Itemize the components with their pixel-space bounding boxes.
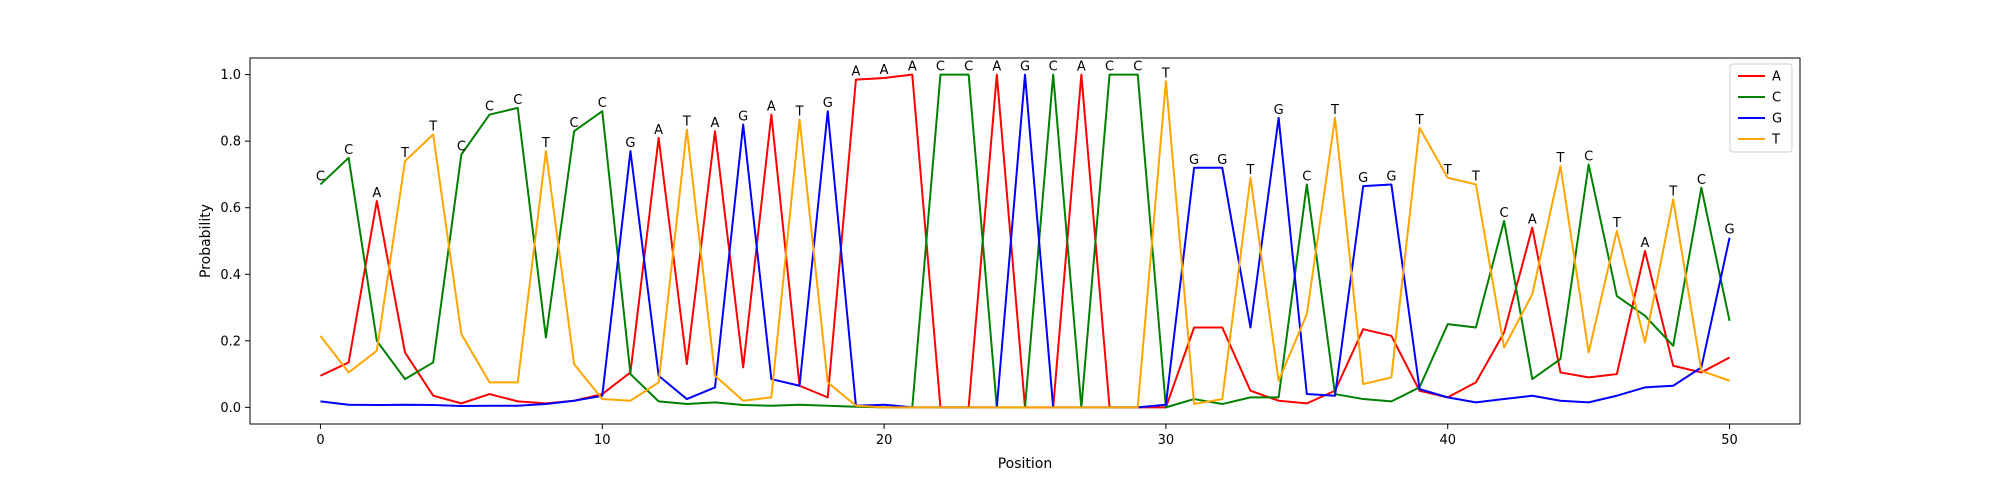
annotation-layer: C C A T T C C C T C C G A T A G A T G A A A C C A G C A C C T G G T G C T G G T… [316, 60, 1735, 251]
base-label: C [485, 100, 494, 115]
base-label: A [1641, 236, 1650, 251]
series-line-G [320, 73, 1731, 409]
base-label: C [1302, 169, 1311, 184]
base-label: G [625, 136, 635, 151]
base-label: G [823, 96, 833, 111]
base-label: A [711, 116, 720, 131]
base-label: G [1020, 60, 1030, 75]
base-label: C [513, 93, 522, 108]
legend-box [1729, 63, 1793, 153]
legend-label-T: T [1771, 133, 1780, 148]
base-label: T [541, 136, 550, 151]
series-line-T [319, 80, 1730, 409]
base-label: G [1725, 223, 1735, 238]
base-label: T [1161, 66, 1170, 81]
plot-background [250, 58, 1800, 424]
base-label: A [767, 100, 776, 115]
base-label: T [1555, 151, 1564, 166]
base-label: A [992, 60, 1001, 75]
base-label: A [654, 123, 663, 138]
base-label: G [738, 110, 748, 125]
base-label: C [964, 60, 973, 75]
legend-label-G: G [1772, 112, 1782, 127]
base-label: T [1245, 163, 1254, 178]
base-label: T [1668, 184, 1677, 199]
x-axis-label: Position [998, 456, 1053, 472]
base-label: A [880, 63, 889, 78]
base-label: G [1358, 171, 1368, 186]
base-label: C [598, 96, 607, 111]
base-label: C [1105, 60, 1114, 75]
y-axis-ticks: 0.0 0.2 0.4 0.6 0.8 1.0 [220, 68, 250, 416]
series-layer [319, 73, 1731, 409]
y-axis-label: Probability [198, 204, 214, 278]
base-label: C [1500, 206, 1509, 221]
base-label: G [1386, 169, 1396, 184]
base-label: C [1133, 60, 1142, 75]
base-label: C [344, 143, 353, 158]
base-label: T [1612, 216, 1621, 231]
y-tick-label: 0.4 [220, 268, 241, 283]
base-label: C [936, 60, 945, 75]
y-tick-label: 0.2 [220, 334, 241, 349]
base-label: G [1189, 153, 1199, 168]
base-label: T [1443, 163, 1452, 178]
base-label: A [851, 65, 860, 80]
legend-label-C: C [1772, 91, 1781, 106]
base-label: C [570, 116, 579, 131]
base-label: A [1528, 213, 1537, 228]
base-label: T [795, 105, 804, 120]
base-label: C [316, 169, 325, 184]
base-label: C [1049, 60, 1058, 75]
base-label: G [1274, 103, 1284, 118]
x-axis-ticks: 0 10 20 30 40 50 [316, 424, 1738, 448]
base-label: A [908, 60, 917, 75]
base-label: C [1697, 173, 1706, 188]
x-tick-label: 10 [594, 433, 611, 448]
base-label: C [1584, 149, 1593, 164]
x-tick-label: 30 [1158, 433, 1175, 448]
base-label: A [372, 186, 381, 201]
x-tick-label: 0 [316, 433, 324, 448]
y-tick-label: 0.6 [220, 201, 241, 216]
x-tick-label: 50 [1721, 433, 1738, 448]
x-tick-label: 40 [1439, 433, 1456, 448]
y-tick-label: 0.8 [220, 135, 241, 150]
y-tick-label: 1.0 [220, 68, 241, 83]
base-label: T [1471, 169, 1480, 184]
base-label: T [1415, 113, 1424, 128]
y-tick-label: 0.0 [220, 401, 241, 416]
base-label: T [428, 120, 437, 135]
base-label: T [400, 146, 409, 161]
base-label: T [682, 115, 691, 130]
base-label: A [1077, 60, 1086, 75]
base-label: T [1330, 103, 1339, 118]
plot-frame [249, 57, 1801, 425]
base-label: C [457, 139, 466, 154]
legend-label-A: A [1772, 70, 1781, 85]
base-label: G [1217, 153, 1227, 168]
x-tick-label: 20 [876, 433, 893, 448]
